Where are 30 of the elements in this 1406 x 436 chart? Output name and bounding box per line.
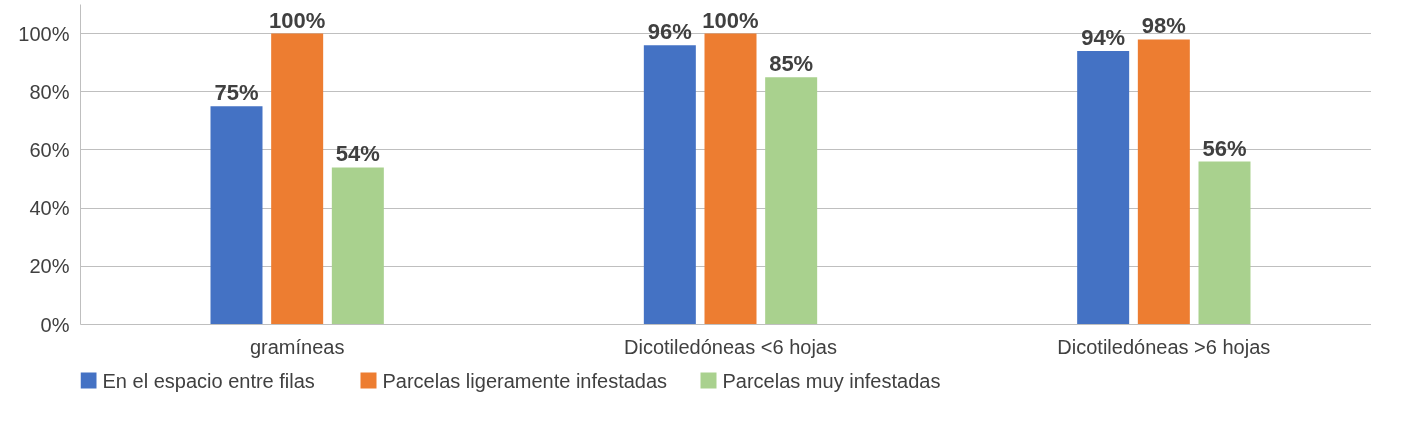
data-label: 100% — [702, 7, 759, 33]
data-label: 56% — [1202, 135, 1247, 161]
data-label: 75% — [214, 80, 259, 106]
data-label: 98% — [1141, 13, 1186, 39]
bar — [1077, 51, 1130, 325]
legend-label: Parcelas muy infestadas — [722, 369, 941, 392]
data-label: 96% — [647, 19, 692, 45]
data-label: 85% — [769, 51, 814, 77]
x-tick-label: Dicotiledóneas >6 hojas — [1057, 335, 1271, 358]
x-tick-label: gramíneas — [249, 335, 345, 358]
bar — [643, 45, 696, 325]
bar — [704, 33, 757, 325]
y-tick-label: 20% — [29, 255, 70, 278]
bar — [765, 77, 818, 325]
bar — [1137, 39, 1190, 325]
legend-label: Parcelas ligeramente infestadas — [382, 369, 668, 392]
legend-label: En el espacio entre filas — [102, 369, 315, 392]
y-tick-label: 0% — [40, 313, 70, 336]
y-tick-label: 100% — [18, 22, 70, 45]
x-tick-label: Dicotiledóneas <6 hojas — [624, 335, 837, 358]
y-tick-label: 80% — [29, 80, 70, 103]
y-tick-label: 40% — [29, 197, 70, 220]
bar — [1198, 161, 1251, 325]
data-label: 54% — [335, 141, 380, 167]
y-tick-label: 60% — [29, 138, 70, 161]
data-label: 100% — [269, 7, 326, 33]
bar — [210, 106, 263, 325]
bar — [331, 167, 384, 325]
bar — [271, 33, 324, 325]
data-label: 94% — [1081, 25, 1126, 51]
